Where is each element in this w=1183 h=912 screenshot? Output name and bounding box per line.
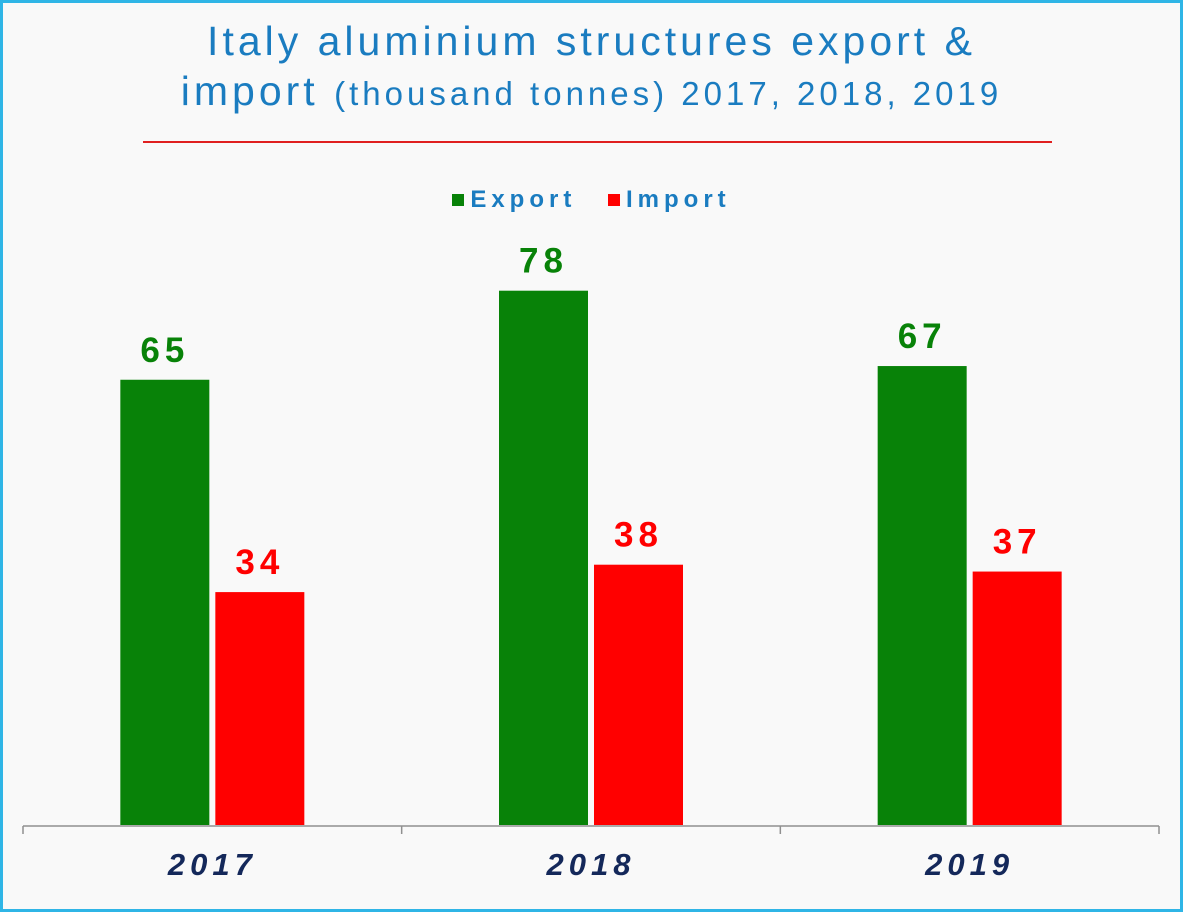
legend-swatch-export: [452, 194, 465, 206]
x-tick-label-2017: 2017: [167, 847, 257, 882]
data-label-import-2017: 34: [235, 543, 284, 582]
legend-item-export: Export: [452, 186, 576, 214]
legend-item-import: Import: [608, 186, 731, 214]
data-label-export-2017: 65: [140, 331, 189, 370]
legend-swatch-import: [608, 194, 620, 206]
legend-label-export: Export: [470, 186, 577, 213]
x-tick-label-2018: 2018: [546, 847, 636, 882]
data-label-import-2018: 38: [614, 516, 663, 555]
data-label-import-2019: 37: [993, 523, 1042, 562]
chart-title: Italy aluminium structures export & impo…: [0, 16, 1183, 119]
title-line-1: Italy aluminium structures export &: [207, 18, 976, 64]
bar-import-2017: [215, 592, 305, 825]
title-line-2-main: import: [180, 68, 319, 114]
legend-label-import: Import: [626, 186, 731, 213]
bar-export-2018: [499, 290, 588, 825]
title-line-2: import (thousand tonnes) 2017, 2018, 201…: [0, 66, 1183, 119]
data-label-export-2018: 78: [519, 242, 568, 281]
title-line-2-sub: (thousand tonnes) 2017, 2018, 2019: [334, 75, 1003, 112]
legend: Export Import: [0, 186, 1183, 214]
title-divider: [143, 141, 1052, 143]
x-tick-label-2019: 2019: [924, 847, 1014, 882]
bar-import-2018: [594, 564, 683, 825]
bar-export-2017: [120, 379, 210, 825]
bar-import-2019: [972, 571, 1062, 825]
data-label-export-2019: 67: [898, 317, 947, 356]
bar-export-2019: [877, 366, 967, 825]
